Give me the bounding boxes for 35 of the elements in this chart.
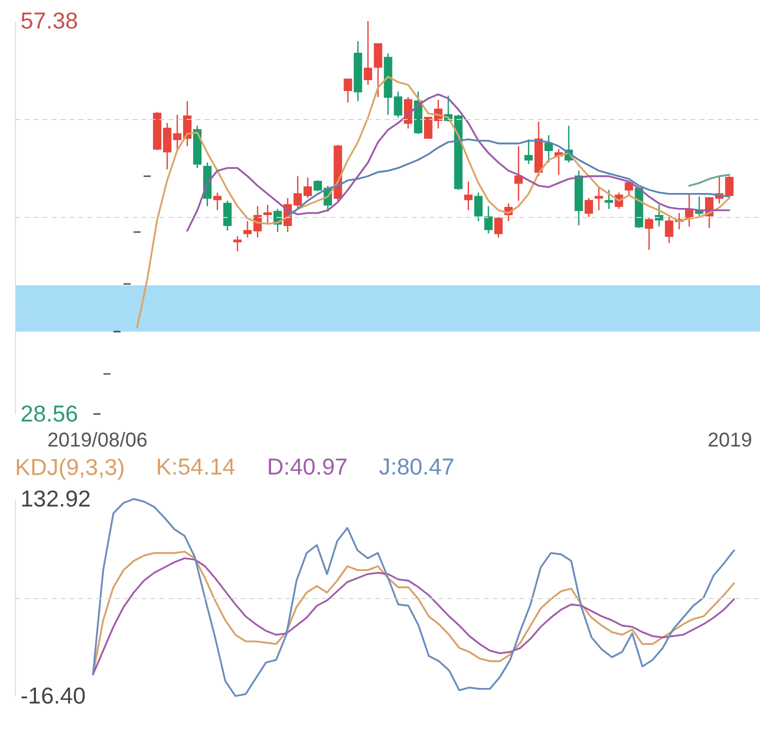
candlestick — [263, 204, 272, 225]
candlestick — [404, 96, 412, 130]
candlestick — [654, 204, 664, 228]
y-tick-label: 28.56 — [20, 400, 78, 426]
candlestick — [213, 192, 222, 211]
y-tick-label: 57.38 — [20, 8, 78, 34]
candlestick — [484, 206, 493, 234]
candlestick — [594, 186, 604, 211]
candlestick — [233, 236, 242, 252]
candlestick — [524, 138, 533, 165]
candlestick — [464, 180, 473, 211]
candlestick — [243, 220, 252, 238]
candlestick — [514, 146, 523, 202]
text: K:54.14 — [156, 454, 236, 480]
legend-title: KDJ(9,3,3) — [15, 454, 125, 480]
x-tick-label: 2019/08/06 — [47, 430, 148, 452]
line-series — [92, 498, 735, 697]
line-series — [186, 93, 730, 232]
text: J:80.47 — [379, 454, 454, 480]
candlestick — [344, 78, 352, 104]
x-tick-label: 2019 — [708, 430, 752, 452]
candlestick — [223, 200, 232, 232]
candlestick — [494, 216, 503, 238]
y-tick-label: 132.92 — [20, 486, 91, 512]
line-series — [136, 76, 730, 328]
y-tick-label: -16.40 — [20, 682, 86, 708]
candlestick — [544, 134, 553, 164]
candlestick — [644, 216, 654, 250]
candlestick — [584, 197, 594, 218]
candlestick — [474, 192, 483, 222]
candlestick — [374, 43, 382, 98]
text: D:40.97 — [267, 454, 348, 480]
candlestick — [604, 189, 614, 210]
candlestick — [364, 20, 372, 86]
line-series — [688, 174, 730, 187]
